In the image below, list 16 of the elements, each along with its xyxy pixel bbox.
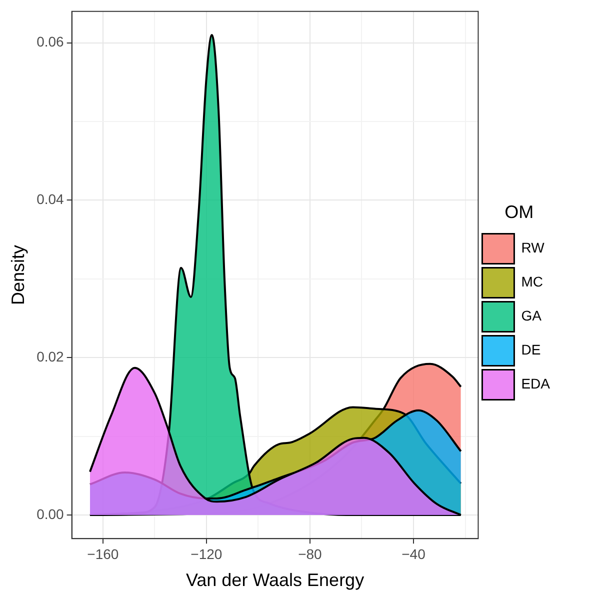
y-tick-label: 0.06 xyxy=(36,34,64,50)
legend-label: EDA xyxy=(521,376,551,392)
x-tick-label: −80 xyxy=(298,546,322,562)
x-axis-title: Van der Waals Energy xyxy=(186,570,364,590)
y-tick-label: 0.00 xyxy=(36,506,64,522)
legend-label: RW xyxy=(521,240,546,256)
legend-label: MC xyxy=(521,274,543,290)
x-tick-label: −160 xyxy=(87,546,119,562)
y-tick-label: 0.02 xyxy=(36,348,64,364)
y-axis-title: Density xyxy=(8,244,28,306)
legend-title: OM xyxy=(504,202,534,222)
x-tick-label: −120 xyxy=(190,546,222,562)
legend-label: GA xyxy=(521,308,542,324)
y-tick-label: 0.04 xyxy=(36,191,64,208)
legend-label: DE xyxy=(521,342,541,358)
x-tick-label: −40 xyxy=(402,546,426,562)
